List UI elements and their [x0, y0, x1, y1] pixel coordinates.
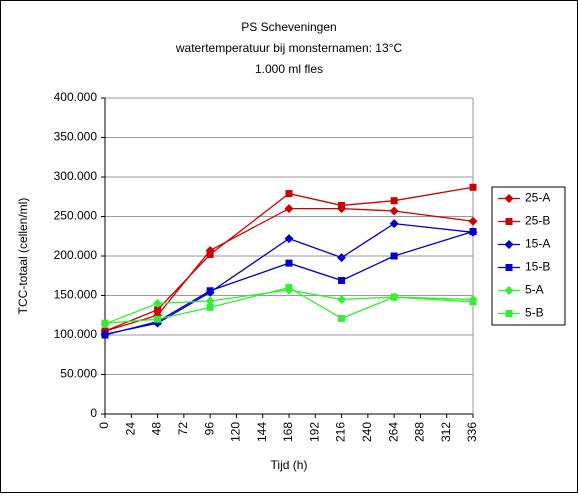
x-tick-label: 0 [97, 422, 111, 429]
data-point [284, 234, 294, 244]
legend-marker [504, 194, 514, 203]
legend-label: 25-A [525, 191, 550, 205]
x-tick-label: 192 [307, 422, 321, 442]
data-point [101, 319, 109, 327]
data-point [469, 228, 477, 236]
data-point [469, 298, 477, 306]
x-tick-label: 48 [150, 422, 164, 436]
chart-subtitle: watertemperatuur bij monsternamen: 13°C [175, 41, 403, 55]
x-axis-label: Tijd (h) [271, 458, 308, 472]
data-point [284, 204, 294, 214]
y-tick-label: 400.000 [54, 90, 98, 104]
x-tick-label: 72 [176, 422, 190, 436]
data-point [389, 219, 399, 229]
data-point [390, 293, 398, 301]
data-point [390, 252, 398, 260]
data-point [205, 296, 215, 306]
legend-marker [505, 218, 513, 225]
data-point [285, 190, 293, 198]
x-tick-label: 240 [360, 422, 374, 442]
x-tick-label: 120 [229, 422, 243, 442]
chart-subtitle: 1.000 ml fles [255, 62, 323, 76]
data-point [101, 331, 109, 339]
legend-label: 15-A [525, 237, 550, 251]
legend-marker [504, 286, 514, 295]
y-tick-label: 250.000 [54, 209, 98, 223]
y-tick-label: 0 [90, 406, 97, 420]
x-tick-label: 288 [413, 422, 427, 442]
data-point [337, 294, 347, 304]
data-point [338, 201, 346, 209]
data-point [285, 284, 293, 292]
y-tick-label: 150.000 [54, 288, 98, 302]
x-tick-label: 264 [386, 422, 400, 442]
data-point [206, 303, 214, 311]
legend-label: 25-B [525, 214, 550, 228]
y-tick-label: 300.000 [54, 169, 98, 183]
x-tick-label: 96 [202, 422, 216, 436]
y-tick-label: 350.000 [54, 130, 98, 144]
legend-label: 15-B [525, 260, 550, 274]
y-tick-label: 100.000 [54, 327, 98, 341]
data-point [285, 259, 293, 267]
data-point [154, 315, 162, 323]
y-tick-label: 200.000 [54, 248, 98, 262]
data-point [337, 253, 347, 263]
data-point [154, 306, 162, 314]
x-tick-label: 336 [465, 422, 479, 442]
x-tick-label: 216 [334, 422, 348, 442]
y-axis-label: TCC-totaal (cellen/ml) [16, 198, 30, 315]
data-point [389, 206, 399, 216]
legend-marker [504, 240, 514, 249]
data-point [206, 287, 214, 295]
legend-box [491, 186, 566, 326]
legend-label: 5-A [525, 283, 544, 297]
legend-label: 5-B [525, 306, 544, 320]
legend-marker [505, 310, 513, 317]
data-point [338, 314, 346, 322]
data-point [469, 183, 477, 191]
x-tick-label: 24 [123, 422, 137, 436]
data-point [468, 216, 478, 226]
x-tick-label: 312 [439, 422, 453, 442]
data-point [206, 250, 214, 258]
x-tick-label: 168 [281, 422, 295, 442]
data-point [338, 276, 346, 284]
x-tick-label: 144 [255, 422, 269, 442]
chart-title: PS Scheveningen [241, 20, 336, 34]
data-point [153, 298, 163, 308]
data-point [390, 197, 398, 205]
legend-marker [505, 264, 513, 271]
y-tick-label: 50.000 [60, 367, 97, 381]
